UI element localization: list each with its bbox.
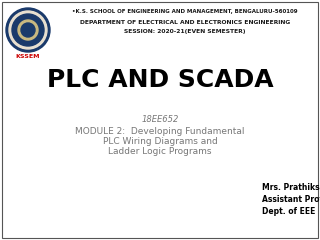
Text: KSSEM: KSSEM (16, 54, 40, 60)
Circle shape (6, 8, 50, 52)
Text: MODULE 2:  Developing Fundamental: MODULE 2: Developing Fundamental (75, 126, 245, 136)
Text: Dept. of EEE: Dept. of EEE (262, 208, 316, 216)
Text: •K.S. SCHOOL OF ENGINEERING AND MANAGEMENT, BENGALURU-560109: •K.S. SCHOOL OF ENGINEERING AND MANAGEME… (72, 10, 298, 14)
Circle shape (9, 11, 47, 49)
Circle shape (21, 23, 35, 37)
Text: DEPARTMENT OF ELECTRICAL AND ELECTRONICS ENGINEERING: DEPARTMENT OF ELECTRICAL AND ELECTRONICS… (80, 19, 290, 24)
Text: PLC Wiring Diagrams and: PLC Wiring Diagrams and (103, 137, 217, 145)
Text: Ladder Logic Programs: Ladder Logic Programs (108, 146, 212, 156)
Circle shape (12, 14, 44, 46)
Text: Mrs. Prathiksha: Mrs. Prathiksha (262, 184, 320, 192)
Text: Assistant Professor: Assistant Professor (262, 196, 320, 204)
Circle shape (18, 20, 38, 40)
Text: SESSION: 2020-21(EVEN SEMESTER): SESSION: 2020-21(EVEN SEMESTER) (124, 30, 246, 35)
Text: PLC AND SCADA: PLC AND SCADA (47, 68, 273, 92)
Text: 18EE652: 18EE652 (141, 114, 179, 124)
